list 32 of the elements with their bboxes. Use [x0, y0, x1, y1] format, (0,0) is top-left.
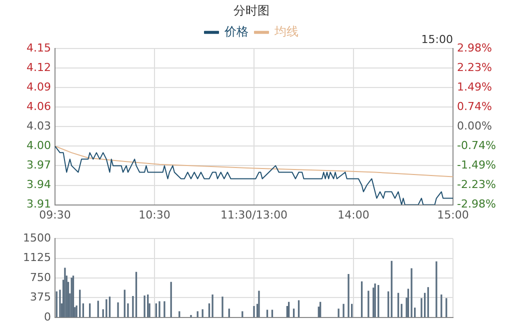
y-tick-label: 375 [30, 290, 51, 304]
y2-tick-label: 1.49% [457, 80, 492, 94]
y2-tick-label: 2.98% [457, 41, 492, 54]
x-tick-label: 15:00 [437, 208, 469, 222]
y-tick-label: 4.12 [26, 60, 51, 74]
y2-tick-label: -2.23% [457, 178, 496, 191]
y2-tick-label: 0.00% [457, 119, 492, 132]
x-tick-label: 11:30/13:00 [220, 208, 288, 222]
y-tick-label: 3.91 [26, 198, 51, 211]
y-tick-label: 0 [44, 310, 51, 324]
y-tick-label: 1125 [23, 251, 51, 264]
y-tick-label: 4.06 [26, 100, 51, 113]
y-tick-label: 4.00 [26, 139, 51, 152]
y-tick-label: 750 [30, 270, 51, 284]
y-tick-label: 4.09 [26, 80, 51, 94]
y-tick-label: 3.97 [26, 158, 51, 172]
y-tick-label: 1500 [23, 231, 51, 244]
y-tick-label: 4.03 [26, 119, 51, 132]
legend-label: 价格 [224, 24, 248, 39]
y2-tick-label: -1.49% [457, 158, 496, 172]
x-tick-label: 09:30 [39, 208, 71, 222]
legend-label: 均线 [274, 24, 298, 39]
x-tick-label: 10:30 [138, 208, 170, 222]
text: 15:00 [421, 32, 453, 46]
y-tick-label: 4.15 [26, 41, 51, 54]
x-tick-label: 14:00 [338, 208, 370, 222]
y2-tick-label: 2.23% [457, 60, 492, 74]
chart-title: 分时图 [234, 3, 270, 18]
y2-tick-label: -2.98% [457, 198, 496, 211]
y2-tick-label: 0.74% [457, 100, 492, 114]
y2-tick-label: -0.74% [457, 138, 496, 152]
y-tick-label: 3.94 [26, 178, 51, 192]
